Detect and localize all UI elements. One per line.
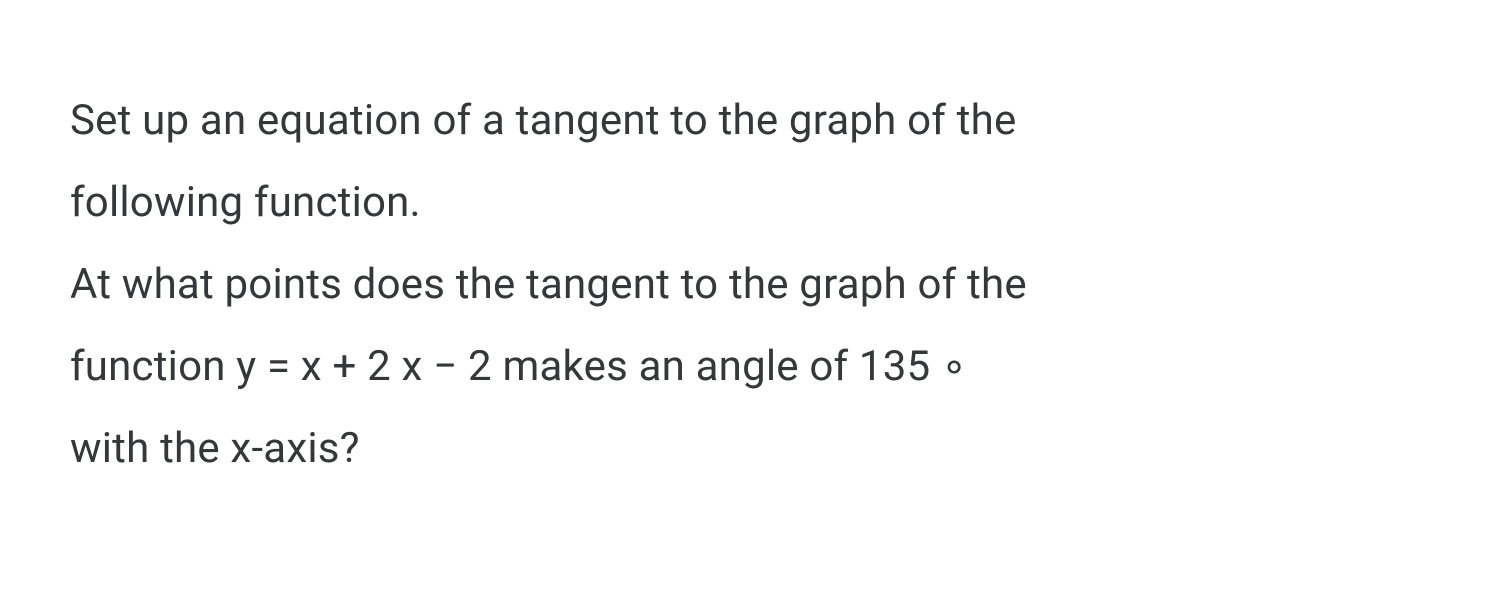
- text-line-2: following function.: [70, 162, 1430, 244]
- text-line-1: Set up an equation of a tangent to the g…: [70, 80, 1430, 162]
- problem-text-block: Set up an equation of a tangent to the g…: [0, 0, 1500, 489]
- text-line-5: with the x-axis?: [70, 408, 1430, 490]
- text-line-3: At what points does the tangent to the g…: [70, 244, 1430, 326]
- text-line-4: function y = x + 2 x − 2 makes an angle …: [70, 326, 1430, 408]
